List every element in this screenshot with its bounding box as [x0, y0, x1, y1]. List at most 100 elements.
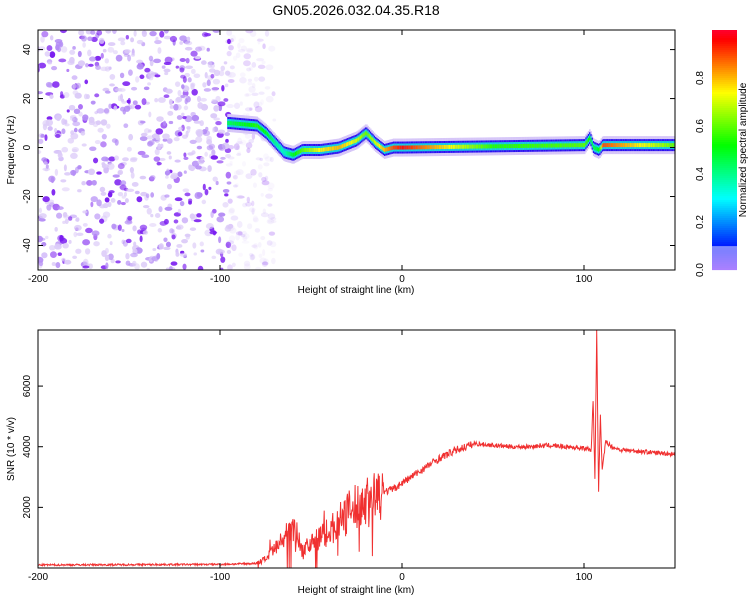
noise-blob	[87, 36, 93, 42]
colorbar-swatch	[712, 256, 737, 259]
noise-blob	[226, 40, 233, 45]
noise-blob	[265, 193, 273, 199]
noise-blob	[82, 114, 89, 121]
noise-blob	[49, 51, 56, 58]
colorbar-swatch	[712, 180, 737, 183]
ridge-core	[510, 144, 512, 149]
colorbar-swatch	[712, 218, 737, 221]
noise-blob	[191, 68, 196, 75]
ridge-core	[503, 144, 506, 149]
colorbar-swatch	[712, 262, 737, 265]
ridge-core	[344, 143, 346, 148]
noise-blob	[168, 98, 173, 106]
colorbar-swatch	[712, 220, 737, 223]
ridge-core	[437, 145, 439, 150]
ridge-core	[524, 143, 526, 148]
ridge-core	[512, 144, 515, 149]
noise-blob	[49, 35, 54, 41]
ridge-core	[385, 147, 387, 152]
ridge-core	[603, 143, 605, 148]
ridge-core	[369, 135, 372, 140]
noise-blob	[153, 58, 162, 64]
noise-blob	[159, 157, 166, 161]
noise-blob	[189, 139, 197, 144]
ridge-core	[348, 141, 350, 146]
colorbar-label: Normalized spectral amplitude	[738, 82, 749, 217]
top-x-tick-label: 0	[399, 274, 405, 285]
ridge-core	[654, 143, 656, 148]
colorbar-swatch	[712, 234, 737, 237]
ridge-core	[413, 145, 415, 150]
colorbar-swatch	[712, 128, 737, 131]
ridge-core	[312, 148, 315, 152]
noise-blob	[204, 229, 213, 237]
noise-blob	[166, 138, 173, 144]
ridge-core	[394, 145, 396, 150]
colorbar-swatch	[712, 114, 737, 117]
noise-blob	[105, 30, 112, 34]
noise-blob	[57, 234, 65, 242]
colorbar-swatch	[712, 236, 737, 239]
ridge-core	[329, 146, 331, 151]
noise-blob	[52, 81, 60, 88]
ridge-core	[498, 144, 501, 149]
ridge-core	[227, 121, 229, 126]
noise-blob	[250, 168, 257, 176]
noise-blob	[137, 229, 143, 235]
noise-blob	[182, 76, 187, 83]
noise-blob	[260, 212, 269, 218]
noise-blob	[248, 66, 253, 71]
colorbar-tick-label: 0.2	[695, 215, 706, 229]
noise-blob	[254, 105, 263, 113]
ridge-core	[247, 122, 250, 127]
noise-blob	[90, 30, 96, 35]
ridge-core	[380, 145, 382, 150]
noise-blob	[51, 262, 56, 266]
noise-blob	[157, 47, 162, 54]
ridge-core	[304, 148, 307, 152]
ridge-core	[276, 143, 279, 148]
colorbar-swatch	[712, 88, 737, 91]
ridge-core	[264, 129, 266, 134]
ridge-core	[376, 141, 378, 146]
ridge-core	[673, 143, 675, 148]
noise-blob	[70, 132, 79, 140]
colorbar-swatch	[712, 82, 737, 85]
ridge-core	[470, 144, 473, 149]
ridge-core	[434, 145, 437, 150]
ridge-core	[462, 144, 465, 149]
top-y-tick-label: -40	[22, 238, 33, 253]
colorbar-swatch	[712, 204, 737, 207]
noise-blob	[82, 42, 86, 48]
noise-blob	[130, 52, 136, 57]
colorbar-swatch	[712, 100, 737, 103]
noise-blob	[117, 170, 122, 175]
ridge-core	[362, 133, 364, 138]
ridge-core	[606, 143, 609, 148]
noise-blob	[66, 109, 70, 113]
ridge-core	[535, 143, 538, 148]
ridge-core	[552, 143, 554, 148]
ridge-core	[367, 132, 369, 137]
colorbar-swatch	[712, 78, 737, 81]
ridge-core	[640, 143, 642, 148]
ridge-core	[383, 147, 386, 152]
noise-blob	[86, 179, 93, 186]
colorbar-swatch	[712, 148, 737, 151]
ridge-core	[231, 121, 233, 126]
noise-blob	[49, 94, 54, 99]
ridge-core	[589, 136, 591, 141]
ridge-core	[257, 124, 260, 129]
colorbar-swatch	[712, 200, 737, 203]
ridge-core	[298, 149, 301, 154]
noise-blob	[139, 74, 145, 80]
noise-blob	[249, 254, 255, 261]
noise-blob	[163, 246, 171, 251]
ridge-core	[325, 147, 327, 152]
noise-blob	[88, 63, 94, 67]
noise-blob	[252, 217, 259, 223]
ridge-core	[391, 145, 394, 150]
top-x-tick-label: 100	[576, 274, 593, 285]
noise-blob	[269, 241, 277, 248]
noise-blob	[38, 138, 44, 145]
